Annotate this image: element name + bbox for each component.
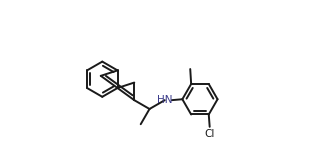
Text: Cl: Cl <box>204 129 215 139</box>
Text: HN: HN <box>157 95 173 105</box>
